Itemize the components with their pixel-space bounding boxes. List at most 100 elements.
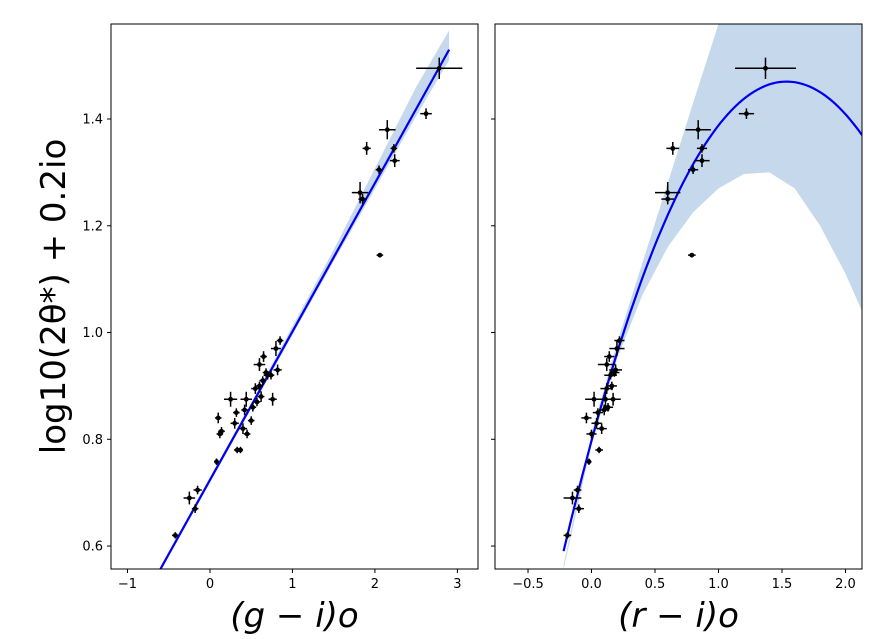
data-point [172, 532, 179, 539]
fit-line [159, 49, 451, 569]
point-marker [233, 410, 239, 415]
data-point [214, 458, 220, 465]
point-marker [699, 145, 705, 151]
data-point [390, 144, 398, 153]
point-marker [670, 145, 676, 151]
point-marker [614, 346, 620, 351]
confidence-band [160, 30, 450, 569]
point-marker [594, 420, 599, 426]
data-point [256, 381, 263, 391]
point-marker [599, 426, 605, 432]
data-point [573, 504, 584, 513]
data-point [241, 404, 248, 416]
point-marker [699, 158, 705, 164]
point-marker [584, 415, 589, 421]
plot-area [159, 30, 463, 569]
data-point [735, 57, 796, 79]
x-tick-label: −0.5 [512, 577, 544, 592]
point-marker [240, 426, 246, 432]
point-marker [606, 354, 612, 359]
data-point [694, 154, 710, 168]
point-marker [610, 396, 616, 402]
data-point [573, 485, 582, 495]
data-point [276, 336, 284, 345]
point-marker [436, 65, 442, 71]
confidence-band [563, 24, 862, 569]
data-point [416, 57, 463, 79]
point-marker [609, 383, 615, 389]
point-marker [391, 145, 397, 151]
point-marker [605, 404, 611, 410]
point-marker [195, 487, 200, 493]
point-marker [617, 338, 622, 343]
point-marker [192, 506, 198, 512]
data-point [253, 358, 266, 371]
x-tick-label: 2.0 [835, 577, 856, 592]
point-marker [243, 396, 249, 402]
data-point [586, 458, 592, 465]
data-point [586, 429, 597, 439]
axes-frame [110, 23, 479, 570]
point-marker [595, 410, 601, 415]
data-point [260, 351, 267, 362]
point-marker [364, 145, 370, 151]
x-tick-label: −1 [118, 577, 137, 592]
x-axis-label: (r − i)o [618, 596, 739, 636]
data-point [193, 485, 202, 495]
data-point [376, 252, 384, 258]
point-marker [238, 447, 243, 453]
data-point [581, 412, 592, 424]
data-point [563, 491, 582, 505]
data-point [233, 408, 240, 417]
data-point [420, 108, 432, 120]
point-marker [257, 383, 262, 389]
data-point [605, 392, 621, 406]
point-marker [604, 362, 610, 367]
point-marker [665, 196, 671, 202]
point-marker [232, 420, 238, 426]
data-point [218, 427, 225, 436]
point-marker [576, 506, 582, 512]
point-marker [244, 431, 250, 437]
point-marker [277, 338, 283, 343]
point-marker [275, 367, 280, 373]
point-marker [260, 378, 266, 383]
point-marker [360, 196, 365, 202]
data-point [592, 408, 603, 417]
data-point [661, 193, 675, 205]
point-marker [423, 111, 429, 117]
point-marker [234, 447, 240, 453]
data-point [591, 417, 602, 429]
data-point [738, 108, 755, 120]
data-point [602, 402, 614, 412]
data-point [214, 412, 222, 424]
point-marker [248, 418, 254, 424]
data-point [259, 376, 267, 385]
data-point [243, 429, 251, 439]
data-point [183, 491, 196, 505]
data-point [251, 383, 260, 394]
y-tick-label: 1.0 [82, 326, 103, 341]
point-marker [695, 127, 701, 133]
point-marker [689, 252, 695, 258]
point-marker [250, 404, 256, 410]
data-point [238, 423, 248, 434]
data-point [596, 423, 607, 434]
data-point [247, 416, 255, 425]
x-tick-label: 3 [453, 577, 461, 592]
data-point [379, 120, 396, 140]
point-marker [261, 354, 266, 359]
point-marker [564, 532, 570, 538]
data-point [268, 392, 277, 406]
point-marker [252, 386, 258, 391]
point-marker [214, 459, 219, 465]
data-point [563, 532, 572, 539]
data-point [606, 381, 617, 391]
point-marker [763, 65, 768, 71]
data-point [609, 364, 622, 376]
point-marker [392, 158, 398, 164]
data-point [240, 391, 253, 407]
data-point [666, 141, 680, 155]
data-point [595, 446, 603, 454]
